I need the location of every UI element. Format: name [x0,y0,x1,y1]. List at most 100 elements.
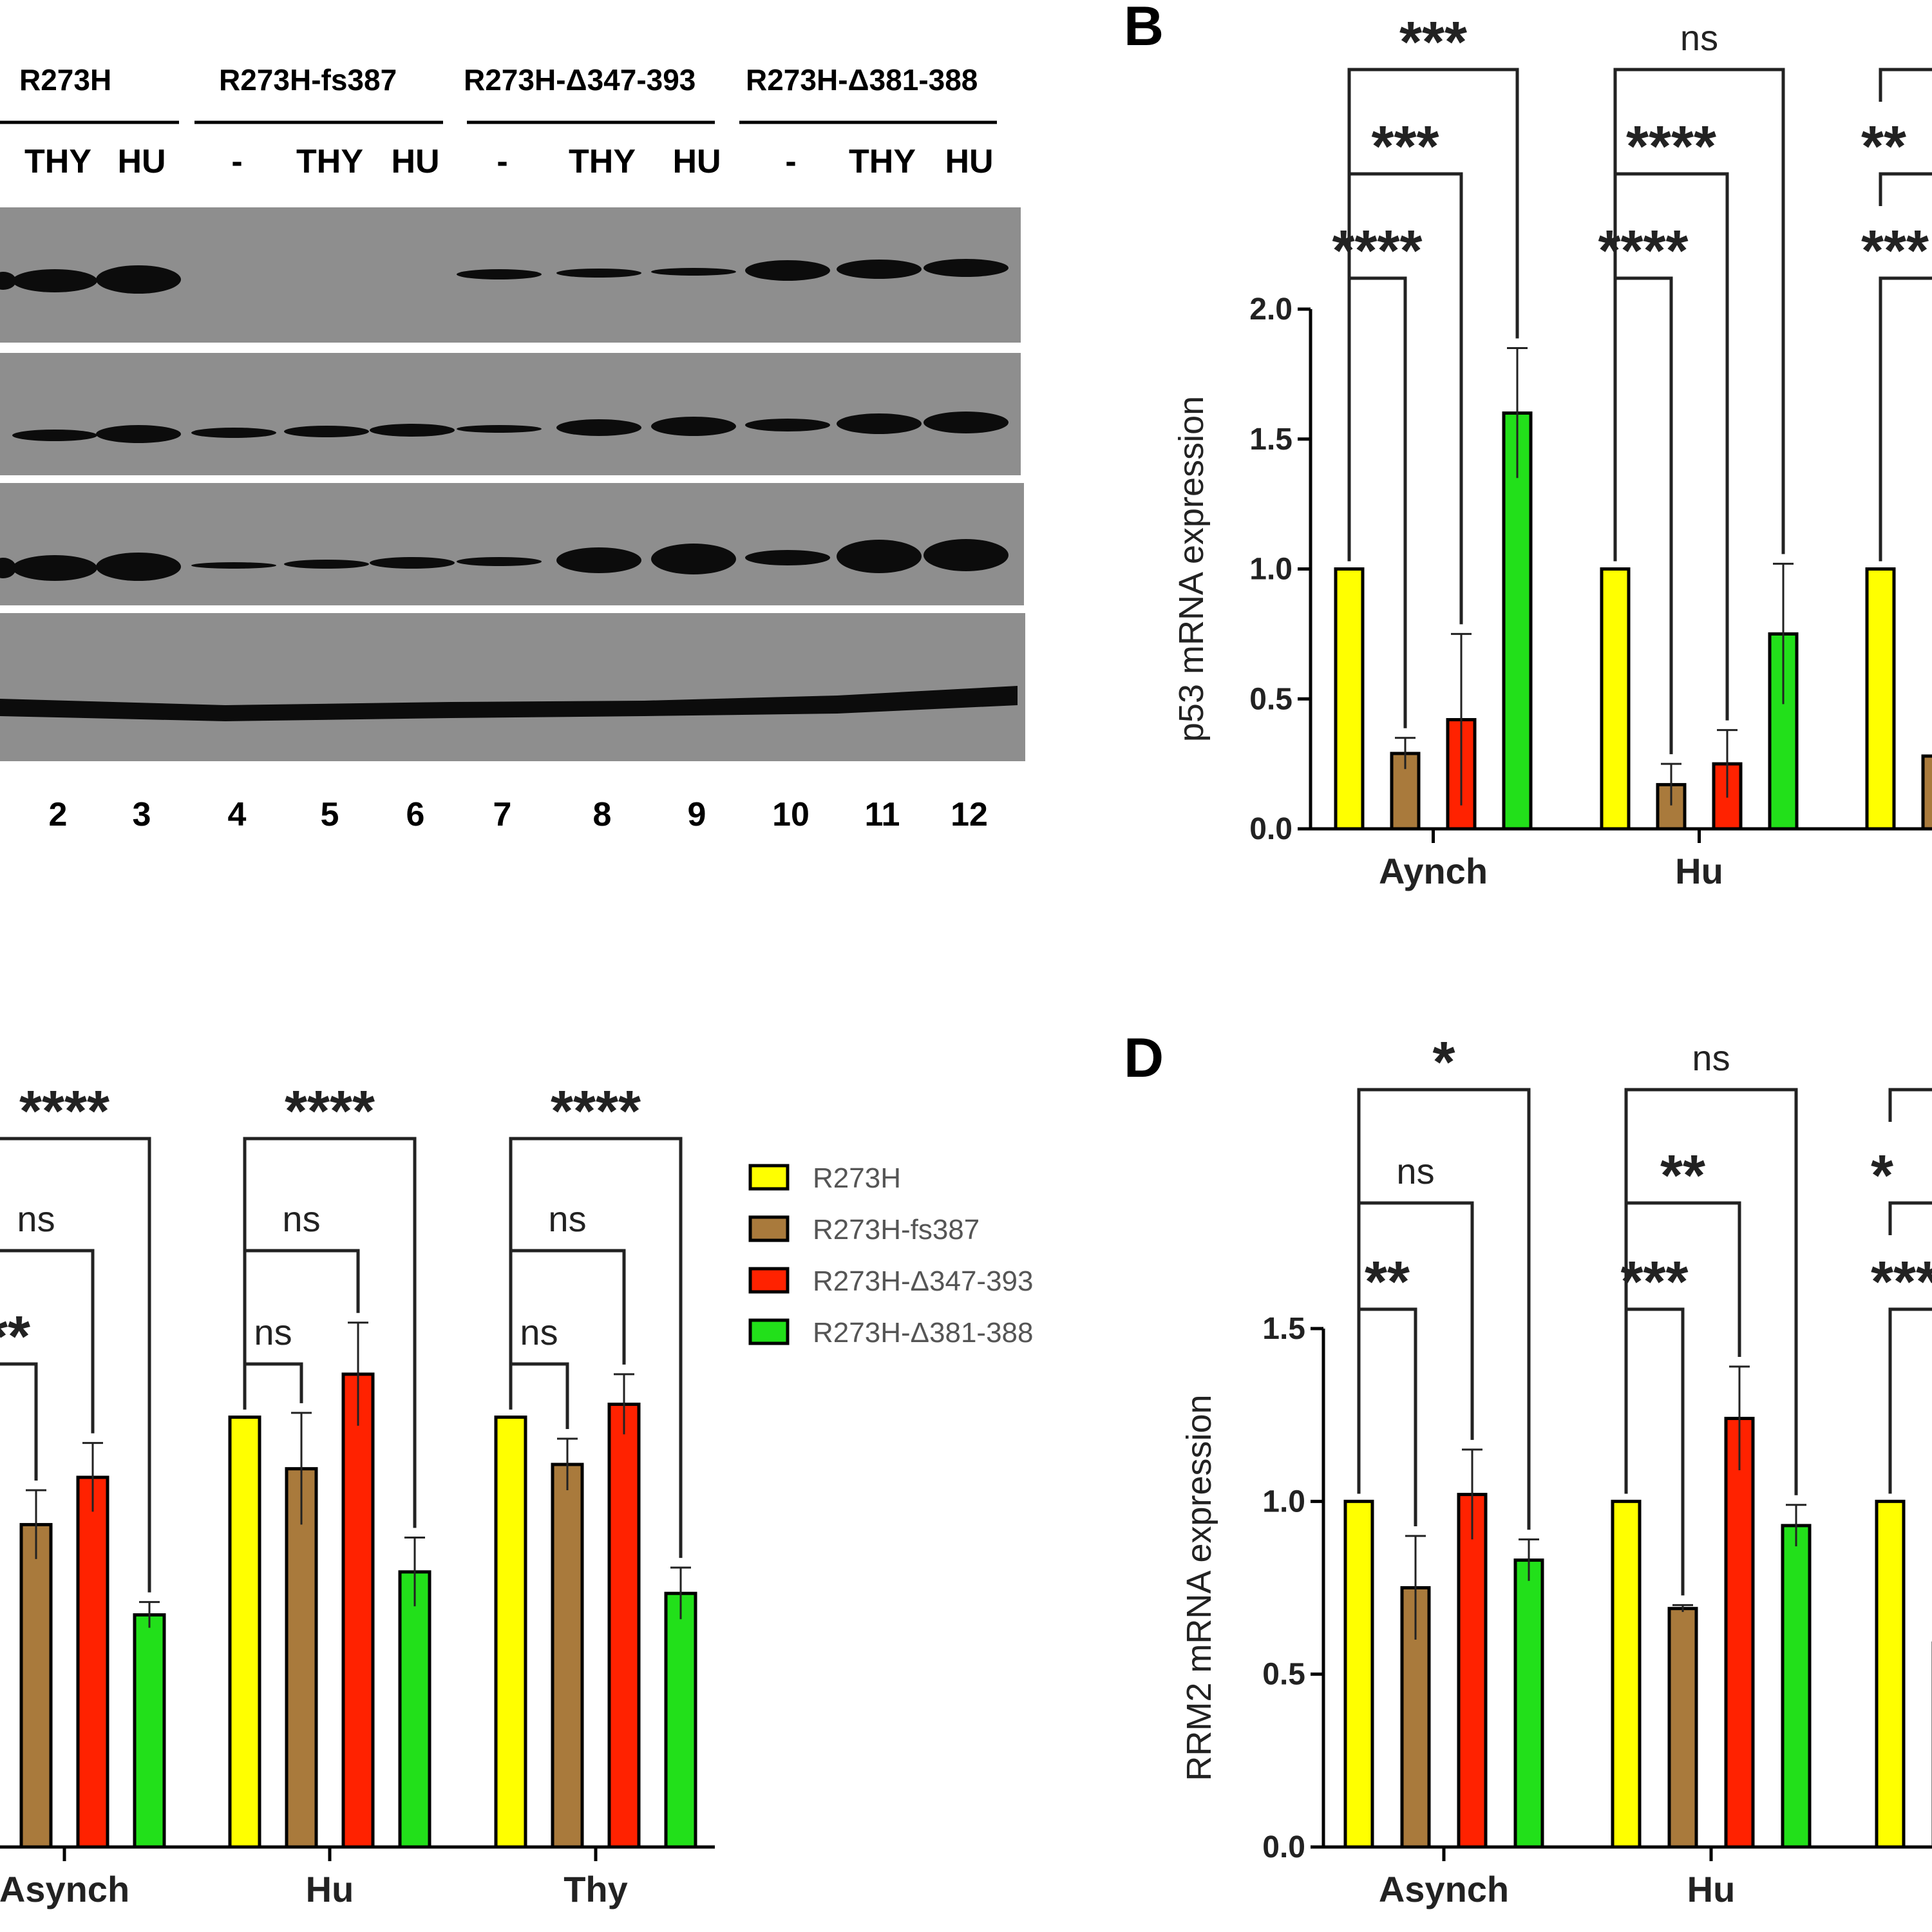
blot-band [0,272,16,290]
significance-bracket [243,1362,303,1410]
significance-label: **** [551,1079,641,1144]
significance-label: **** [1626,115,1716,179]
bar-r273h-fs387 [1667,1607,1698,1849]
chart-panel-c: Asynch ** ns **** Hu ns ns **** Thy ns ns **** [0,1079,715,1909]
bar-r273h [1334,567,1365,831]
lane-treatment-label: THY [569,143,636,180]
blot-band [923,259,1009,277]
blot-band [837,540,922,573]
blot-band [191,428,276,438]
y-tick-label: 0.5 [1249,682,1293,716]
significance-label: *** [1399,10,1467,75]
bar-r273h [1611,1499,1642,1849]
panel-b-letter: B [1124,0,1164,57]
significance-bracket [0,1362,38,1481]
lane-treatment-label: HU [945,143,993,180]
blot-band [745,550,830,565]
legend-swatch-r273h-381-388 [748,1318,790,1345]
significance-bracket [1357,1307,1417,1526]
significance-label: **** [285,1079,375,1144]
blot-band [284,426,369,437]
blot-band [556,419,641,436]
bar-r273h-381-388 [1513,1558,1544,1849]
significance-label: ns [17,1198,55,1239]
bar-r273h [1343,1499,1374,1849]
bar-r273h-381-388 [133,1613,166,1849]
significance-bracket [1888,1201,1932,1235]
blot-band [284,560,369,569]
blot-band [651,268,736,276]
panel-d-letter: D [1124,1027,1164,1089]
lane-number-label: 2 [49,796,68,833]
bar-r273h-347-393 [607,1403,641,1849]
blot-band [837,413,922,434]
legend-label: R273H [813,1162,901,1194]
bar-r273h [228,1416,261,1849]
group-header-4: R273H-Δ381-388 [746,63,978,97]
bar-r273h-fs387 [19,1522,53,1849]
legend-label: R273H-Δ347-393 [813,1265,1033,1297]
blot-band [651,544,736,574]
significance-label: ns [1692,1037,1730,1078]
significance-bracket [1624,1088,1798,1495]
significance-label: ns [548,1198,586,1239]
group-header-1: R273H [19,63,111,97]
blot-band [556,547,641,573]
blot-band [96,425,181,443]
x-tick-label: Hu [1687,1869,1736,1909]
blot-band [12,555,97,581]
y-tick-label: 2.0 [1249,292,1293,327]
blot-band [12,430,97,441]
x-tick-label: Hu [1675,851,1723,891]
lane-treatment-label: HU [117,143,166,180]
bar-r273h-381-388 [398,1570,431,1849]
y-tick-label: 0.0 [1262,1830,1305,1864]
blot-band [96,553,181,581]
significance-label: ** [1365,1250,1410,1314]
y-axis-label: RRM2 mRNA expression [1180,1394,1218,1781]
bar-r273h-381-388 [1781,1524,1812,1849]
lane-number-label: 12 [951,796,988,833]
bar-r273h-fs387 [285,1467,318,1849]
legend: R273H R273H-fs387 R273H-Δ347-393 R273H-Δ381… [748,1162,1033,1349]
blot-band [191,562,276,569]
y-tick-label: 0.0 [1249,812,1293,846]
blot-band [370,424,455,437]
bar-r273h-347-393 [1457,1493,1488,1849]
lane-treatment-label: THY [296,143,363,180]
significance-bracket [1879,172,1932,206]
legend-label: R273H-Δ381-388 [813,1317,1033,1349]
x-tick-label: Asynch [1379,1869,1509,1909]
blot-band [457,269,542,279]
significance-label: ns [1680,17,1718,58]
blot-band [457,425,542,433]
blot-band [651,417,736,436]
significance-bracket [0,1249,95,1434]
lane-number-label: 7 [493,796,512,833]
bar-r273h-347-393 [1724,1417,1755,1849]
bar-r273h-fs387 [551,1463,584,1849]
significance-label: ** [1660,1144,1705,1208]
lane-treatment-label: THY [24,143,91,180]
x-tick-label: Hu [306,1869,354,1909]
blot-band [12,269,97,292]
lane-number-label: 8 [593,796,612,833]
significance-label: ** [1861,115,1906,179]
lane-treatment-label: THY [849,143,916,180]
y-tick-label: 0.5 [1262,1658,1305,1692]
lane-treatment-label: HU [672,143,721,180]
x-tick-label: Thy [564,1869,628,1909]
bar-r273h-fs387 [1921,754,1932,831]
chart-p53-mrna: 0.0 0.5 1.0 1.5 2.0 p53 mRNA expression Aynch *… [1172,10,1932,891]
bar-r273h-347-393 [76,1475,109,1849]
significance-bracket [1879,68,1932,102]
significance-label: **** [1332,219,1422,283]
significance-label: * [1871,1144,1893,1208]
y-axis-label: p53 mRNA expression [1172,396,1211,742]
western-blot: R273H R273H-fs387 R273H-Δ347-393 R273H-Δ… [0,63,1025,833]
lane-treatment-label: - [497,143,507,180]
blot-band [457,557,542,566]
significance-label: ns [254,1312,292,1352]
